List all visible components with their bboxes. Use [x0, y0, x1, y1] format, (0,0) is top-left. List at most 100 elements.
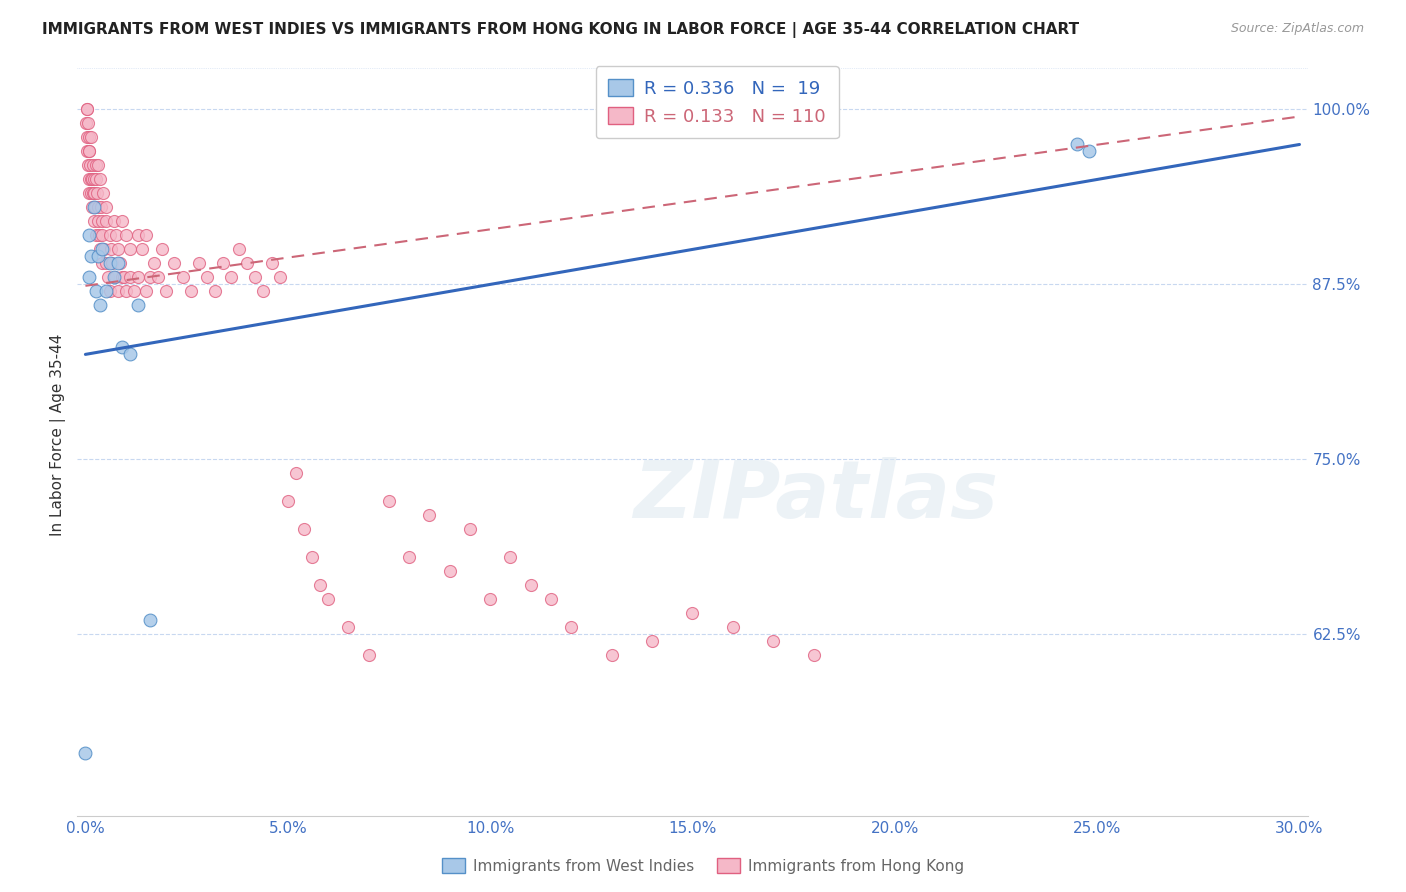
Point [195, 270, 218, 285]
Point [180, 285, 202, 299]
Point [187, 256, 209, 270]
Point [219, 270, 242, 285]
Point [75, 116, 97, 130]
Point [107, 256, 129, 270]
Point [139, 613, 162, 627]
Point [83, 201, 105, 215]
Point [94, 256, 117, 270]
Point [82, 186, 104, 201]
Point [86, 249, 108, 263]
Point [131, 243, 153, 257]
Point [77, 172, 100, 186]
Point [148, 270, 170, 285]
Point [1066, 137, 1088, 152]
Point [762, 634, 785, 648]
Point [111, 214, 134, 228]
Point [458, 522, 481, 536]
Point [87, 214, 110, 228]
Point [94, 285, 117, 299]
Point [91, 186, 114, 201]
Point [172, 270, 194, 285]
Point [86, 228, 108, 243]
Point [82, 172, 104, 186]
Point [499, 550, 522, 565]
Point [418, 508, 440, 523]
Point [112, 270, 135, 285]
Point [135, 285, 157, 299]
Point [519, 578, 541, 592]
Point [107, 243, 129, 257]
Point [100, 243, 122, 257]
Point [84, 285, 107, 299]
Point [97, 270, 120, 285]
Point [76, 159, 98, 173]
Point [378, 494, 401, 508]
Point [75, 746, 97, 760]
Point [79, 228, 101, 243]
Point [79, 159, 101, 173]
Point [87, 228, 110, 243]
Point [111, 270, 134, 285]
Point [103, 270, 125, 285]
Point [682, 607, 704, 621]
Point [277, 494, 299, 508]
Point [83, 186, 105, 201]
Point [1078, 145, 1101, 159]
Point [252, 285, 274, 299]
Point [86, 186, 108, 201]
Legend: Immigrants from West Indies, Immigrants from Hong Kong: Immigrants from West Indies, Immigrants … [436, 852, 970, 880]
Point [337, 620, 360, 634]
Point [118, 243, 141, 257]
Point [84, 172, 107, 186]
Point [245, 270, 267, 285]
Point [77, 130, 100, 145]
Point [269, 270, 291, 285]
Point [641, 634, 664, 648]
Point [316, 592, 339, 607]
Point [84, 159, 107, 173]
Point [150, 243, 173, 257]
Point [155, 285, 177, 299]
Point [77, 270, 100, 285]
Point [90, 243, 112, 257]
Point [79, 145, 101, 159]
Point [103, 214, 125, 228]
Point [90, 214, 112, 228]
Point [77, 116, 100, 130]
Point [86, 201, 108, 215]
Point [139, 270, 162, 285]
Point [108, 256, 131, 270]
Point [80, 249, 103, 263]
Y-axis label: In Labor Force | Age 35-44: In Labor Force | Age 35-44 [51, 334, 66, 536]
Point [540, 592, 562, 607]
Point [100, 256, 122, 270]
Point [127, 228, 149, 243]
Point [90, 201, 112, 215]
Point [76, 130, 98, 145]
Point [77, 145, 100, 159]
Point [79, 172, 101, 186]
Point [94, 201, 117, 215]
Point [76, 103, 98, 117]
Point [479, 592, 502, 607]
Point [560, 620, 582, 634]
Point [90, 256, 112, 270]
Point [284, 467, 307, 481]
Point [600, 648, 623, 663]
Point [96, 214, 118, 228]
Point [89, 298, 111, 312]
Point [127, 270, 149, 285]
Point [107, 285, 129, 299]
Point [115, 228, 138, 243]
Point [309, 578, 332, 592]
Point [260, 256, 283, 270]
Point [301, 550, 323, 565]
Point [212, 256, 235, 270]
Point [79, 186, 101, 201]
Text: Source: ZipAtlas.com: Source: ZipAtlas.com [1230, 22, 1364, 36]
Point [83, 214, 105, 228]
Text: IMMIGRANTS FROM WEST INDIES VS IMMIGRANTS FROM HONG KONG IN LABOR FORCE | AGE 35: IMMIGRANTS FROM WEST INDIES VS IMMIGRANT… [42, 22, 1080, 38]
Point [127, 298, 149, 312]
Point [82, 159, 104, 173]
Text: ZIPatlas: ZIPatlas [633, 457, 998, 535]
